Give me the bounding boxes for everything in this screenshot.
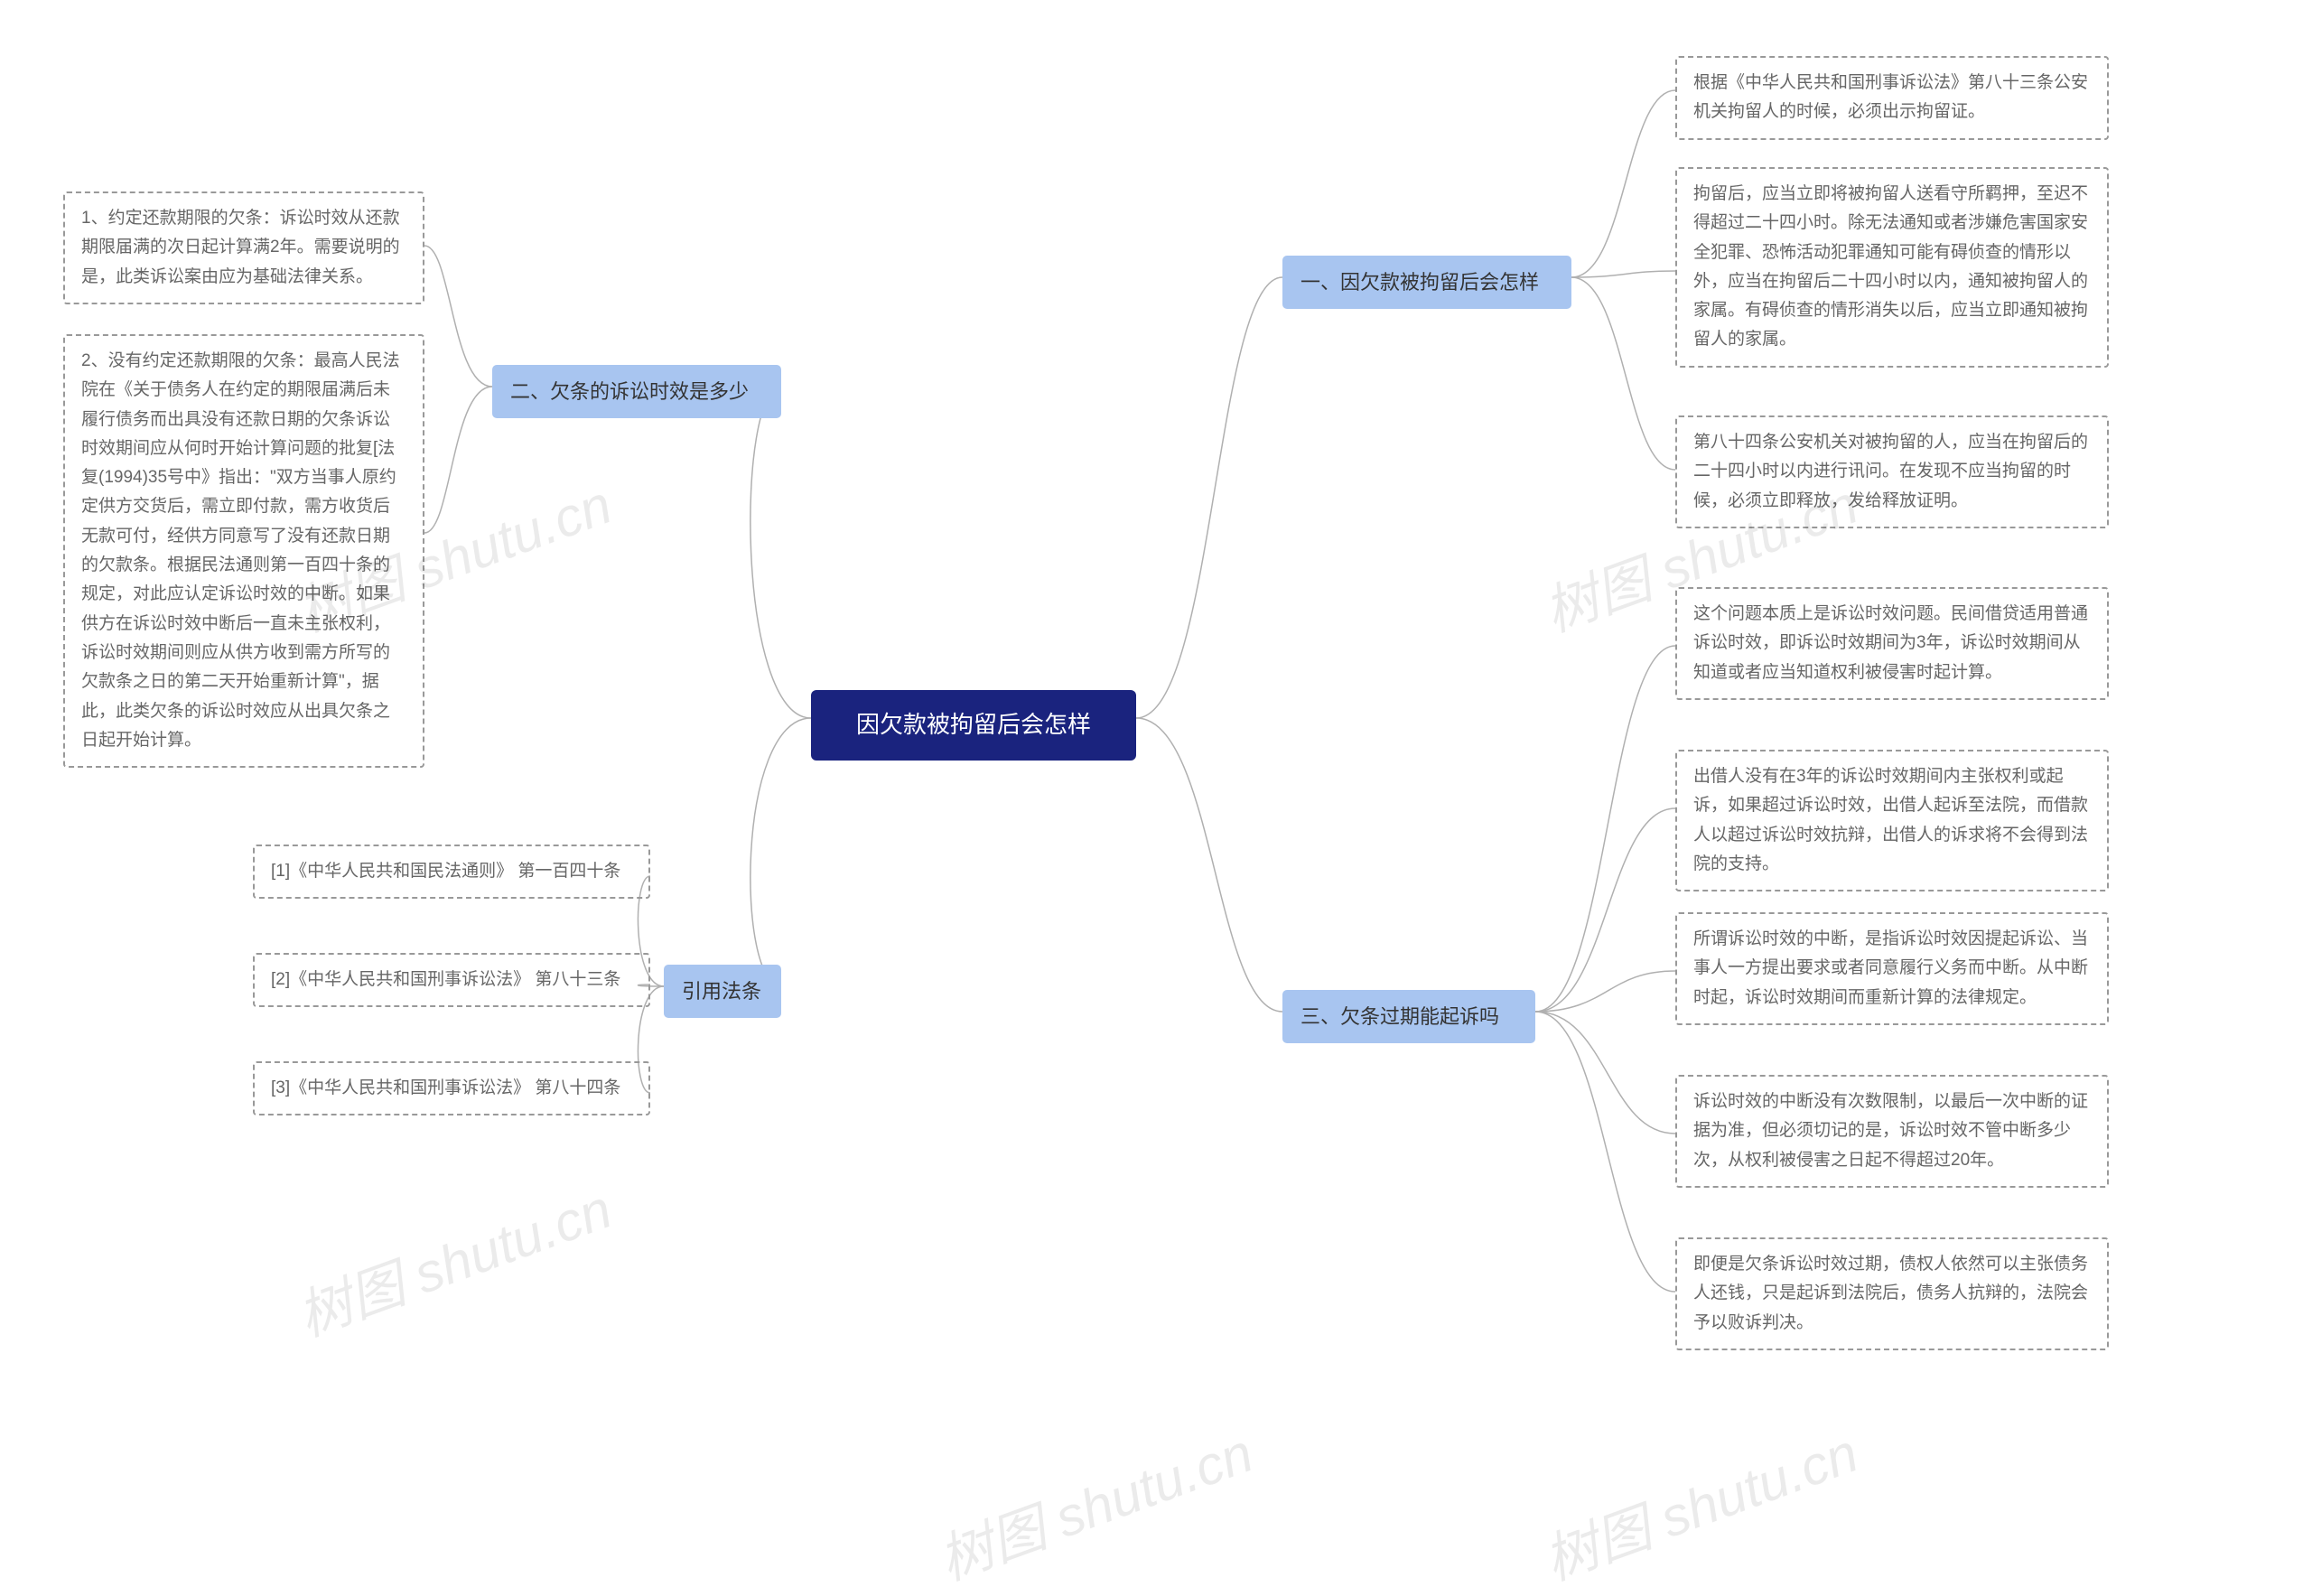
mindmap-final: 因欠款被拘留后会怎样 一、因欠款被拘留后会怎样 二、欠条的诉讼时效是多少 三、欠… bbox=[0, 0, 2312, 1498]
leaf-1-3[interactable]: 第八十四条公安机关对被拘留的人，应当在拘留后的二十四小时以内进行讯问。在发现不应… bbox=[1675, 415, 2109, 528]
watermark: 树图 shutu.cn bbox=[1532, 1409, 1867, 1595]
leaf-3-4[interactable]: 诉讼时效的中断没有次数限制，以最后一次中断的证据为准，但必须切记的是，诉讼时效不… bbox=[1675, 1075, 2109, 1188]
leaf-3-1[interactable]: 这个问题本质上是诉讼时效问题。民间借贷适用普通诉讼时效，即诉讼时效期间为3年，诉… bbox=[1675, 587, 2109, 700]
leaf-2-1[interactable]: 1、约定还款期限的欠条：诉讼时效从还款期限届满的次日起计算满2年。需要说明的是，… bbox=[63, 191, 424, 304]
leaf-4-2[interactable]: [2]《中华人民共和国刑事诉讼法》 第八十三条 bbox=[253, 953, 650, 1007]
watermark: 树图 shutu.cn bbox=[927, 1409, 1262, 1595]
watermark: 树图 shutu.cn bbox=[285, 1165, 620, 1351]
leaf-1-2[interactable]: 拘留后，应当立即将被拘留人送看守所羁押，至迟不得超过二十四小时。除无法通知或者涉… bbox=[1675, 167, 2109, 368]
root-node[interactable]: 因欠款被拘留后会怎样 bbox=[811, 690, 1136, 761]
leaf-4-1[interactable]: [1]《中华人民共和国民法通则》 第一百四十条 bbox=[253, 845, 650, 899]
leaf-3-3[interactable]: 所谓诉讼时效的中断，是指诉讼时效因提起诉讼、当事人一方提出要求或者同意履行义务而… bbox=[1675, 912, 2109, 1025]
leaf-1-1[interactable]: 根据《中华人民共和国刑事诉讼法》第八十三条公安机关拘留人的时候，必须出示拘留证。 bbox=[1675, 56, 2109, 140]
branch-2[interactable]: 二、欠条的诉讼时效是多少 bbox=[492, 365, 781, 418]
leaf-2-2[interactable]: 2、没有约定还款期限的欠条：最高人民法院在《关于债务人在约定的期限届满后未履行债… bbox=[63, 334, 424, 768]
branch-3[interactable]: 三、欠条过期能起诉吗 bbox=[1282, 990, 1535, 1043]
branch-4[interactable]: 引用法条 bbox=[664, 965, 781, 1018]
branch-1[interactable]: 一、因欠款被拘留后会怎样 bbox=[1282, 256, 1571, 309]
leaf-3-2[interactable]: 出借人没有在3年的诉讼时效期间内主张权利或起诉，如果超过诉讼时效，出借人起诉至法… bbox=[1675, 750, 2109, 891]
leaf-4-3[interactable]: [3]《中华人民共和国刑事诉讼法》 第八十四条 bbox=[253, 1061, 650, 1115]
leaf-3-5[interactable]: 即便是欠条诉讼时效过期，债权人依然可以主张债务人还钱，只是起诉到法院后，债务人抗… bbox=[1675, 1237, 2109, 1350]
